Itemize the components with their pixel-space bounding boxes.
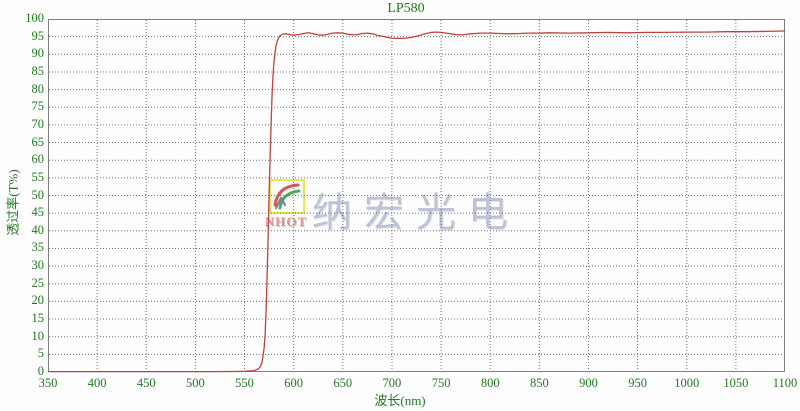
x-tick-label: 500	[186, 376, 205, 390]
y-tick-label: 35	[31, 240, 45, 255]
x-tick-label: 700	[382, 376, 402, 390]
y-tick-label: 100	[25, 11, 44, 25]
y-tick-label: 70	[31, 116, 45, 131]
y-tick-label: 95	[31, 28, 45, 43]
y-tick-label: 25	[31, 275, 45, 290]
x-tick-label: 350	[38, 376, 58, 390]
y-tick-label: 30	[31, 258, 45, 273]
x-tick-label: 1050	[723, 376, 749, 390]
x-tick-label: 1000	[674, 376, 700, 390]
x-tick-label: 400	[87, 376, 107, 390]
y-tick-label: 10	[31, 328, 45, 343]
y-tick-label: 0	[37, 364, 44, 378]
y-tick-label: 50	[31, 187, 45, 202]
y-tick-label: 40	[31, 222, 45, 237]
x-tick-label: 650	[333, 376, 353, 390]
x-tick-label: 900	[579, 376, 598, 390]
y-tick-label: 75	[31, 99, 45, 114]
plot-frame	[48, 19, 785, 372]
y-tick-label: 20	[31, 293, 45, 308]
y-tick-label: 65	[31, 134, 45, 149]
x-tick-label: 550	[235, 376, 254, 390]
y-tick-label: 45	[31, 205, 45, 220]
y-tick-label: 5	[37, 346, 44, 361]
y-tick-label: 60	[31, 152, 45, 167]
x-tick-label: 450	[136, 376, 156, 390]
x-tick-label: 800	[480, 376, 500, 390]
x-tick-label: 950	[628, 376, 647, 390]
x-axis-title: 波长(nm)	[374, 393, 426, 408]
x-tick-label: 750	[431, 376, 451, 390]
x-tick-label: 1100	[772, 376, 798, 390]
y-tick-label: 15	[31, 311, 45, 326]
y-tick-label: 90	[31, 46, 45, 61]
y-tick-label: 55	[31, 169, 45, 184]
y-tick-label: 85	[31, 63, 45, 78]
x-tick-label: 600	[284, 376, 304, 390]
chart-title: LP580	[387, 1, 425, 16]
x-tick-label: 850	[529, 376, 549, 390]
y-tick-label: 80	[31, 81, 45, 96]
